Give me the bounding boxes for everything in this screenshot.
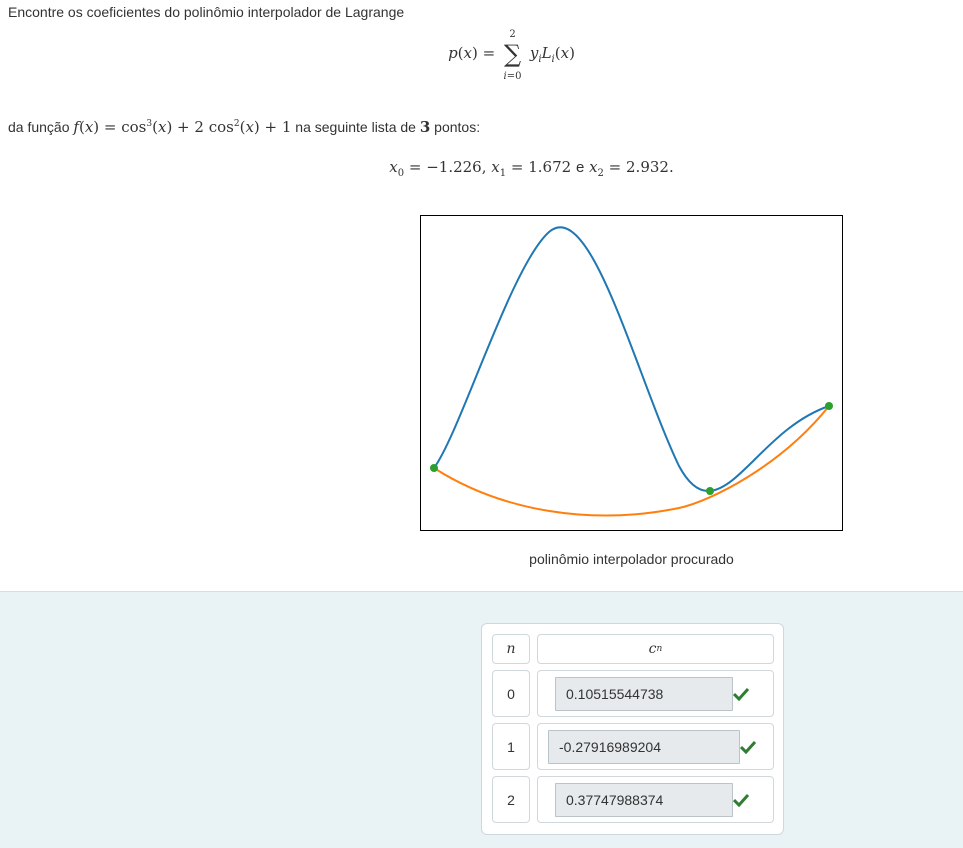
header-n: n [492, 634, 530, 664]
check-icon [733, 793, 749, 807]
coef-cell: 0.37747988374 [537, 776, 774, 823]
point-x1 [706, 487, 714, 495]
function-sentence: da função f(x) = cos3(x) + 2 cos2(x) + 1… [8, 118, 481, 136]
coef-input-2[interactable]: 0.37747988374 [555, 783, 733, 817]
function-curve [433, 226, 830, 493]
function-formula: f(x) = cos3(x) + 2 cos2(x) + 1 [73, 118, 292, 136]
point-x0 [430, 464, 438, 472]
coef-input-0[interactable]: 0.10515544738 [555, 677, 733, 711]
coef-cell: 0.10515544738 [537, 670, 774, 717]
check-icon [740, 740, 756, 754]
interpolation-plot [420, 215, 843, 531]
row-index: 1 [492, 723, 530, 770]
coef-input-1[interactable]: -0.27916989204 [548, 730, 740, 764]
lagrange-formula: p(x) = ∑ 2 i=0 yiLi(x) [448, 29, 575, 82]
coef-cell: -0.27916989204 [537, 723, 774, 770]
question-area: Encontre os coeficientes do polinômio in… [8, 4, 843, 567]
check-icon [733, 687, 749, 701]
plot-svg [430, 226, 833, 517]
question-intro: Encontre os coeficientes do polinômio in… [8, 4, 405, 20]
point-x2 [825, 402, 833, 410]
row-index: 0 [492, 670, 530, 717]
interpolation-points: x0 = −1.226, x1 = 1.672 e x2 = 2.932. [389, 158, 674, 179]
plot-caption: polinômio interpolador procurado [529, 551, 734, 567]
sum-symbol: ∑ 2 i=0 [503, 29, 522, 82]
row-index: 2 [492, 776, 530, 823]
polynomial-curve [433, 405, 830, 517]
